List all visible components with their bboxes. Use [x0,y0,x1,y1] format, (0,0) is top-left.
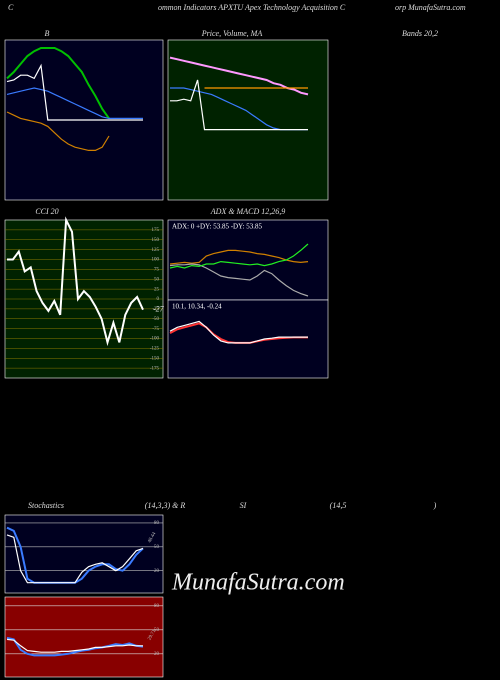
header-text: C [8,3,14,12]
series-line [6,47,110,119]
value-label: -27 [153,304,165,313]
y-tick-label: -150 [150,356,160,361]
y-tick-label: 20 [154,652,160,657]
series-line [169,243,309,269]
y-tick-label: -100 [150,337,160,342]
caption: Bands 20,2 [402,29,438,38]
y-tick-label: 25 [154,287,160,292]
series-line [7,216,144,347]
y-tick-label: -175 [150,366,160,371]
series-line [6,534,144,584]
series-line [170,79,308,131]
y-tick-label: 50 [154,628,160,633]
y-tick-label: 50 [154,277,160,282]
series-line [6,87,143,119]
y-tick-label: -25 [152,307,159,312]
panel [167,299,329,379]
value-label: 29.71 [147,629,157,642]
caption: Stochastics [28,501,64,510]
header-text: ommon Indicators APXTU Apex Technology A… [158,3,346,12]
series-line [6,636,144,657]
value-label: 48.44 [147,531,157,544]
y-tick-label: 0 [157,297,160,302]
caption: ADX & MACD 12,26,9 [210,207,285,216]
panel-label: 10.1, 10.34, -0.24 [172,303,222,311]
y-tick-label: 20 [154,569,160,574]
y-tick-label: 175 [152,228,160,233]
y-tick-label: 80 [154,604,160,609]
caption: (14,3,3) & R [145,501,186,510]
series-line [169,320,308,344]
series-line [169,249,309,265]
caption: Price, Volume, MA [201,29,263,38]
y-tick-label: -50 [152,317,159,322]
y-tick-label: -125 [150,347,160,352]
panel [167,39,329,201]
caption: CCI 20 [35,207,58,216]
watermark: MunafaSutra.com [171,570,345,596]
y-tick-label: 100 [152,258,160,263]
panel [4,596,164,678]
series-line [169,56,309,96]
series-line [6,638,143,653]
caption: SI [240,501,247,510]
y-tick-label: -75 [152,327,159,332]
y-tick-label: 150 [152,238,160,243]
y-tick-label: 125 [152,248,160,253]
panel [167,219,329,301]
y-tick-label: 75 [154,268,160,273]
panel [4,514,164,594]
header-text: orp MunafaSutra.com [395,3,466,12]
y-tick-label: 50 [154,545,160,550]
caption: B [45,29,50,38]
y-tick-label: 80 [154,521,160,526]
caption: ) [433,501,437,510]
caption: (14,5 [330,501,347,510]
series-line [169,263,309,297]
panel-label: ADX: 0 +DY: 53.85 -DY: 53.85 [172,223,262,231]
series-line [6,63,143,121]
series-line [6,111,110,151]
